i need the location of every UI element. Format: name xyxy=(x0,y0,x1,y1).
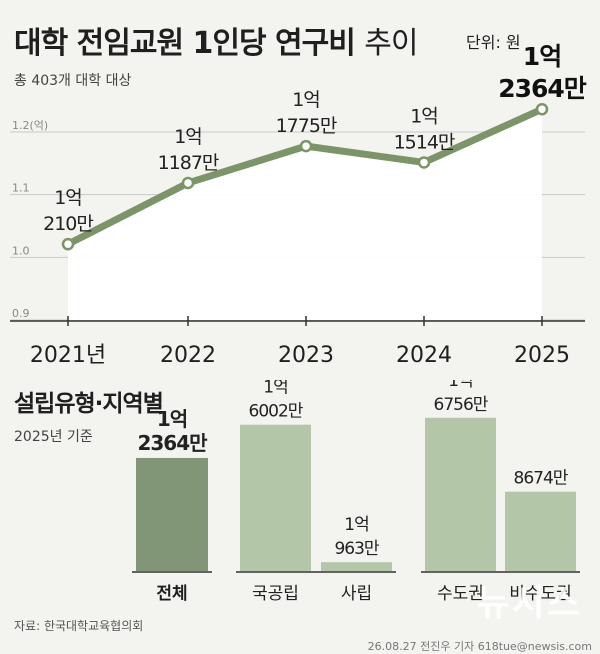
bar-value-line2: 8674만 xyxy=(514,469,569,489)
title-suffix: 추이 xyxy=(364,26,418,61)
bar-value-line1: 1억 xyxy=(263,380,287,398)
data-label-line1: 1억 xyxy=(54,187,82,209)
data-label-line1: 1억 xyxy=(174,126,202,148)
bar-chart: 전체1억2364만국공립1억6002만사립1억963만수도권1억6756만비수도… xyxy=(132,380,580,604)
bar-category-label: 사립 xyxy=(341,584,372,604)
bar-value-line2: 6756만 xyxy=(434,395,489,415)
data-label-line1: 1억 xyxy=(410,105,438,127)
y-tick-label: 1.2(억) xyxy=(12,119,48,132)
data-point xyxy=(417,156,431,169)
bar-category-label: 비수도권 xyxy=(509,584,572,604)
bar xyxy=(240,424,311,571)
data-label-line2: 1187만 xyxy=(158,152,219,174)
unit-label: 단위: 원 xyxy=(466,33,521,52)
bar-chart-subtitle: 2025년 기준 xyxy=(14,429,93,445)
bar-category-label: 수도권 xyxy=(437,584,484,604)
bar-value-line2: 963만 xyxy=(334,539,379,559)
data-point xyxy=(61,237,75,251)
title-main: 대학 전임교원 1인당 연구비 xyxy=(14,26,356,61)
x-tick-label: 2022 xyxy=(160,343,216,368)
line-chart: 0.9 1.0 1.1 1.2(억) 2021년 1억 210만 2022 1억 1187만 202… xyxy=(10,42,588,368)
credit-note: 26.08.27 전진우 기자 618tue@newsis.com xyxy=(367,640,592,653)
data-label-line2: 1775만 xyxy=(276,115,337,137)
data-label-line2: 1514만 xyxy=(394,131,455,153)
x-tick-label: 2023 xyxy=(278,343,334,368)
bar-category-label: 전체 xyxy=(156,584,187,604)
data-point xyxy=(535,102,549,116)
chart-title: 대학 전임교원 1인당 연구비 추이 xyxy=(14,18,418,62)
data-point xyxy=(299,139,313,153)
data-label-line1: 1억 xyxy=(523,42,561,71)
area-fill xyxy=(68,109,542,320)
bar xyxy=(321,562,392,571)
x-tick-label: 2024 xyxy=(396,343,452,368)
bar-value-line1: 1억 xyxy=(344,515,368,535)
bar-chart-title: 설립유형·지역별 xyxy=(14,391,164,417)
bar-value-line1: 1억 xyxy=(448,380,472,391)
chart-subtitle: 총 403개 대학 대상 xyxy=(14,73,132,89)
source-note: 자료: 한국대학교육협의회 xyxy=(14,619,144,633)
bar-value-line2: 2364만 xyxy=(137,431,208,455)
y-tick-label: 0.9 xyxy=(12,307,30,320)
x-tick-label: 2021년 xyxy=(30,343,106,368)
bar-value-line2: 6002만 xyxy=(249,402,304,422)
y-tick-label: 1.1 xyxy=(12,182,30,195)
data-label-line1: 1억 xyxy=(292,89,320,111)
x-tick-label: 2025 xyxy=(514,343,570,368)
bar-category-label: 국공립 xyxy=(252,584,299,604)
bar-value-line1: 1억 xyxy=(157,407,187,431)
data-label-line2: 210만 xyxy=(43,213,93,235)
watermark-logo: 뉴시스 xyxy=(476,583,582,624)
data-point xyxy=(181,176,195,190)
y-tick-label: 1.0 xyxy=(12,244,30,257)
bar xyxy=(425,417,496,571)
bar xyxy=(136,457,208,571)
bar xyxy=(505,491,576,571)
data-label-line2: 2364만 xyxy=(498,74,587,103)
